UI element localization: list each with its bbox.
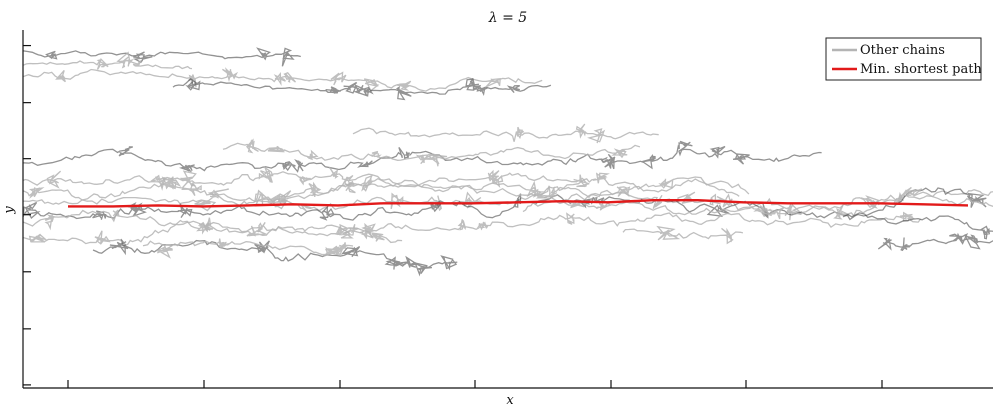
series-line-shortest-path [68,199,969,208]
x-axis-label: x [506,393,514,405]
other-chains-group [23,47,993,277]
other-chain-10 [23,166,590,191]
legend-label-shortest-path: Min. shortest path [860,62,982,77]
chart-title: λ = 5 [488,10,528,26]
other-chain-0 [23,47,301,67]
axes [22,30,993,389]
legend: Other chains Min. shortest path [825,37,982,81]
other-chain-7 [23,209,922,240]
other-chain-6 [23,187,987,221]
other-chain-16 [222,138,641,167]
y-axis-label: y [2,206,17,215]
other-chain-14 [23,51,193,70]
other-chain-13 [142,238,354,259]
other-chain-1 [23,67,543,92]
other-chain-19 [282,178,740,199]
legend-box [825,37,982,81]
other-chain-11 [522,186,993,220]
legend-label-other-chains: Other chains [860,43,945,58]
other-chain-18 [877,232,993,252]
shortest-path-group [68,199,969,208]
other-chain-17 [622,225,744,245]
other-chain-15 [172,78,552,101]
other-chain-2 [352,123,659,144]
other-chain-3 [23,140,822,173]
other-chain-12 [842,212,993,240]
other-chain-8 [23,219,403,247]
